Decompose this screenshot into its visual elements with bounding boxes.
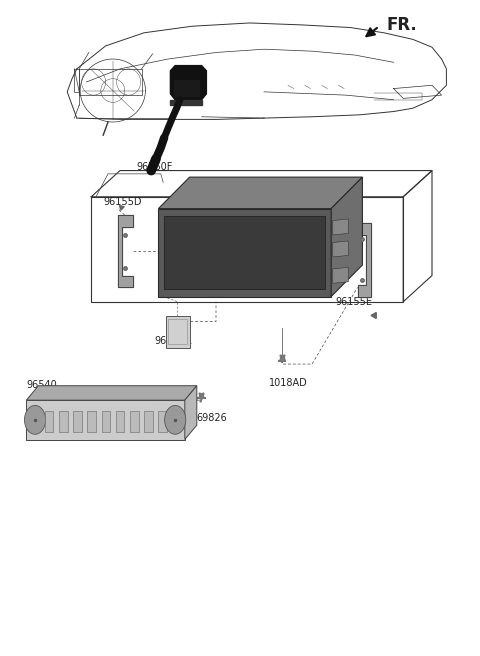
Polygon shape [158,209,331,297]
Bar [116,411,124,432]
Polygon shape [170,100,202,105]
Circle shape [165,405,186,434]
Polygon shape [166,316,190,348]
Polygon shape [118,215,133,287]
Text: 96560F: 96560F [137,162,173,172]
Polygon shape [158,177,362,209]
Text: 96155E: 96155E [335,297,372,306]
Polygon shape [164,216,325,289]
Polygon shape [185,386,197,440]
Polygon shape [174,80,199,96]
Bar [158,411,167,432]
Text: 96155D: 96155D [103,197,142,207]
Bar [102,411,110,432]
Bar [59,411,68,432]
Text: 96540: 96540 [26,380,57,390]
Polygon shape [170,66,206,100]
Polygon shape [333,241,348,257]
Circle shape [24,405,46,434]
Polygon shape [333,268,348,283]
Polygon shape [26,386,197,400]
Bar [73,411,82,432]
Polygon shape [331,177,362,297]
Bar [87,411,96,432]
Text: FR.: FR. [386,16,417,34]
Text: 69826: 69826 [197,413,228,423]
Polygon shape [26,400,185,440]
Polygon shape [333,219,348,235]
Text: 1018AD: 1018AD [269,378,308,388]
Bar [130,411,139,432]
Bar [45,411,53,432]
Polygon shape [358,223,371,297]
Bar [144,411,153,432]
Text: 96554A: 96554A [155,336,192,346]
